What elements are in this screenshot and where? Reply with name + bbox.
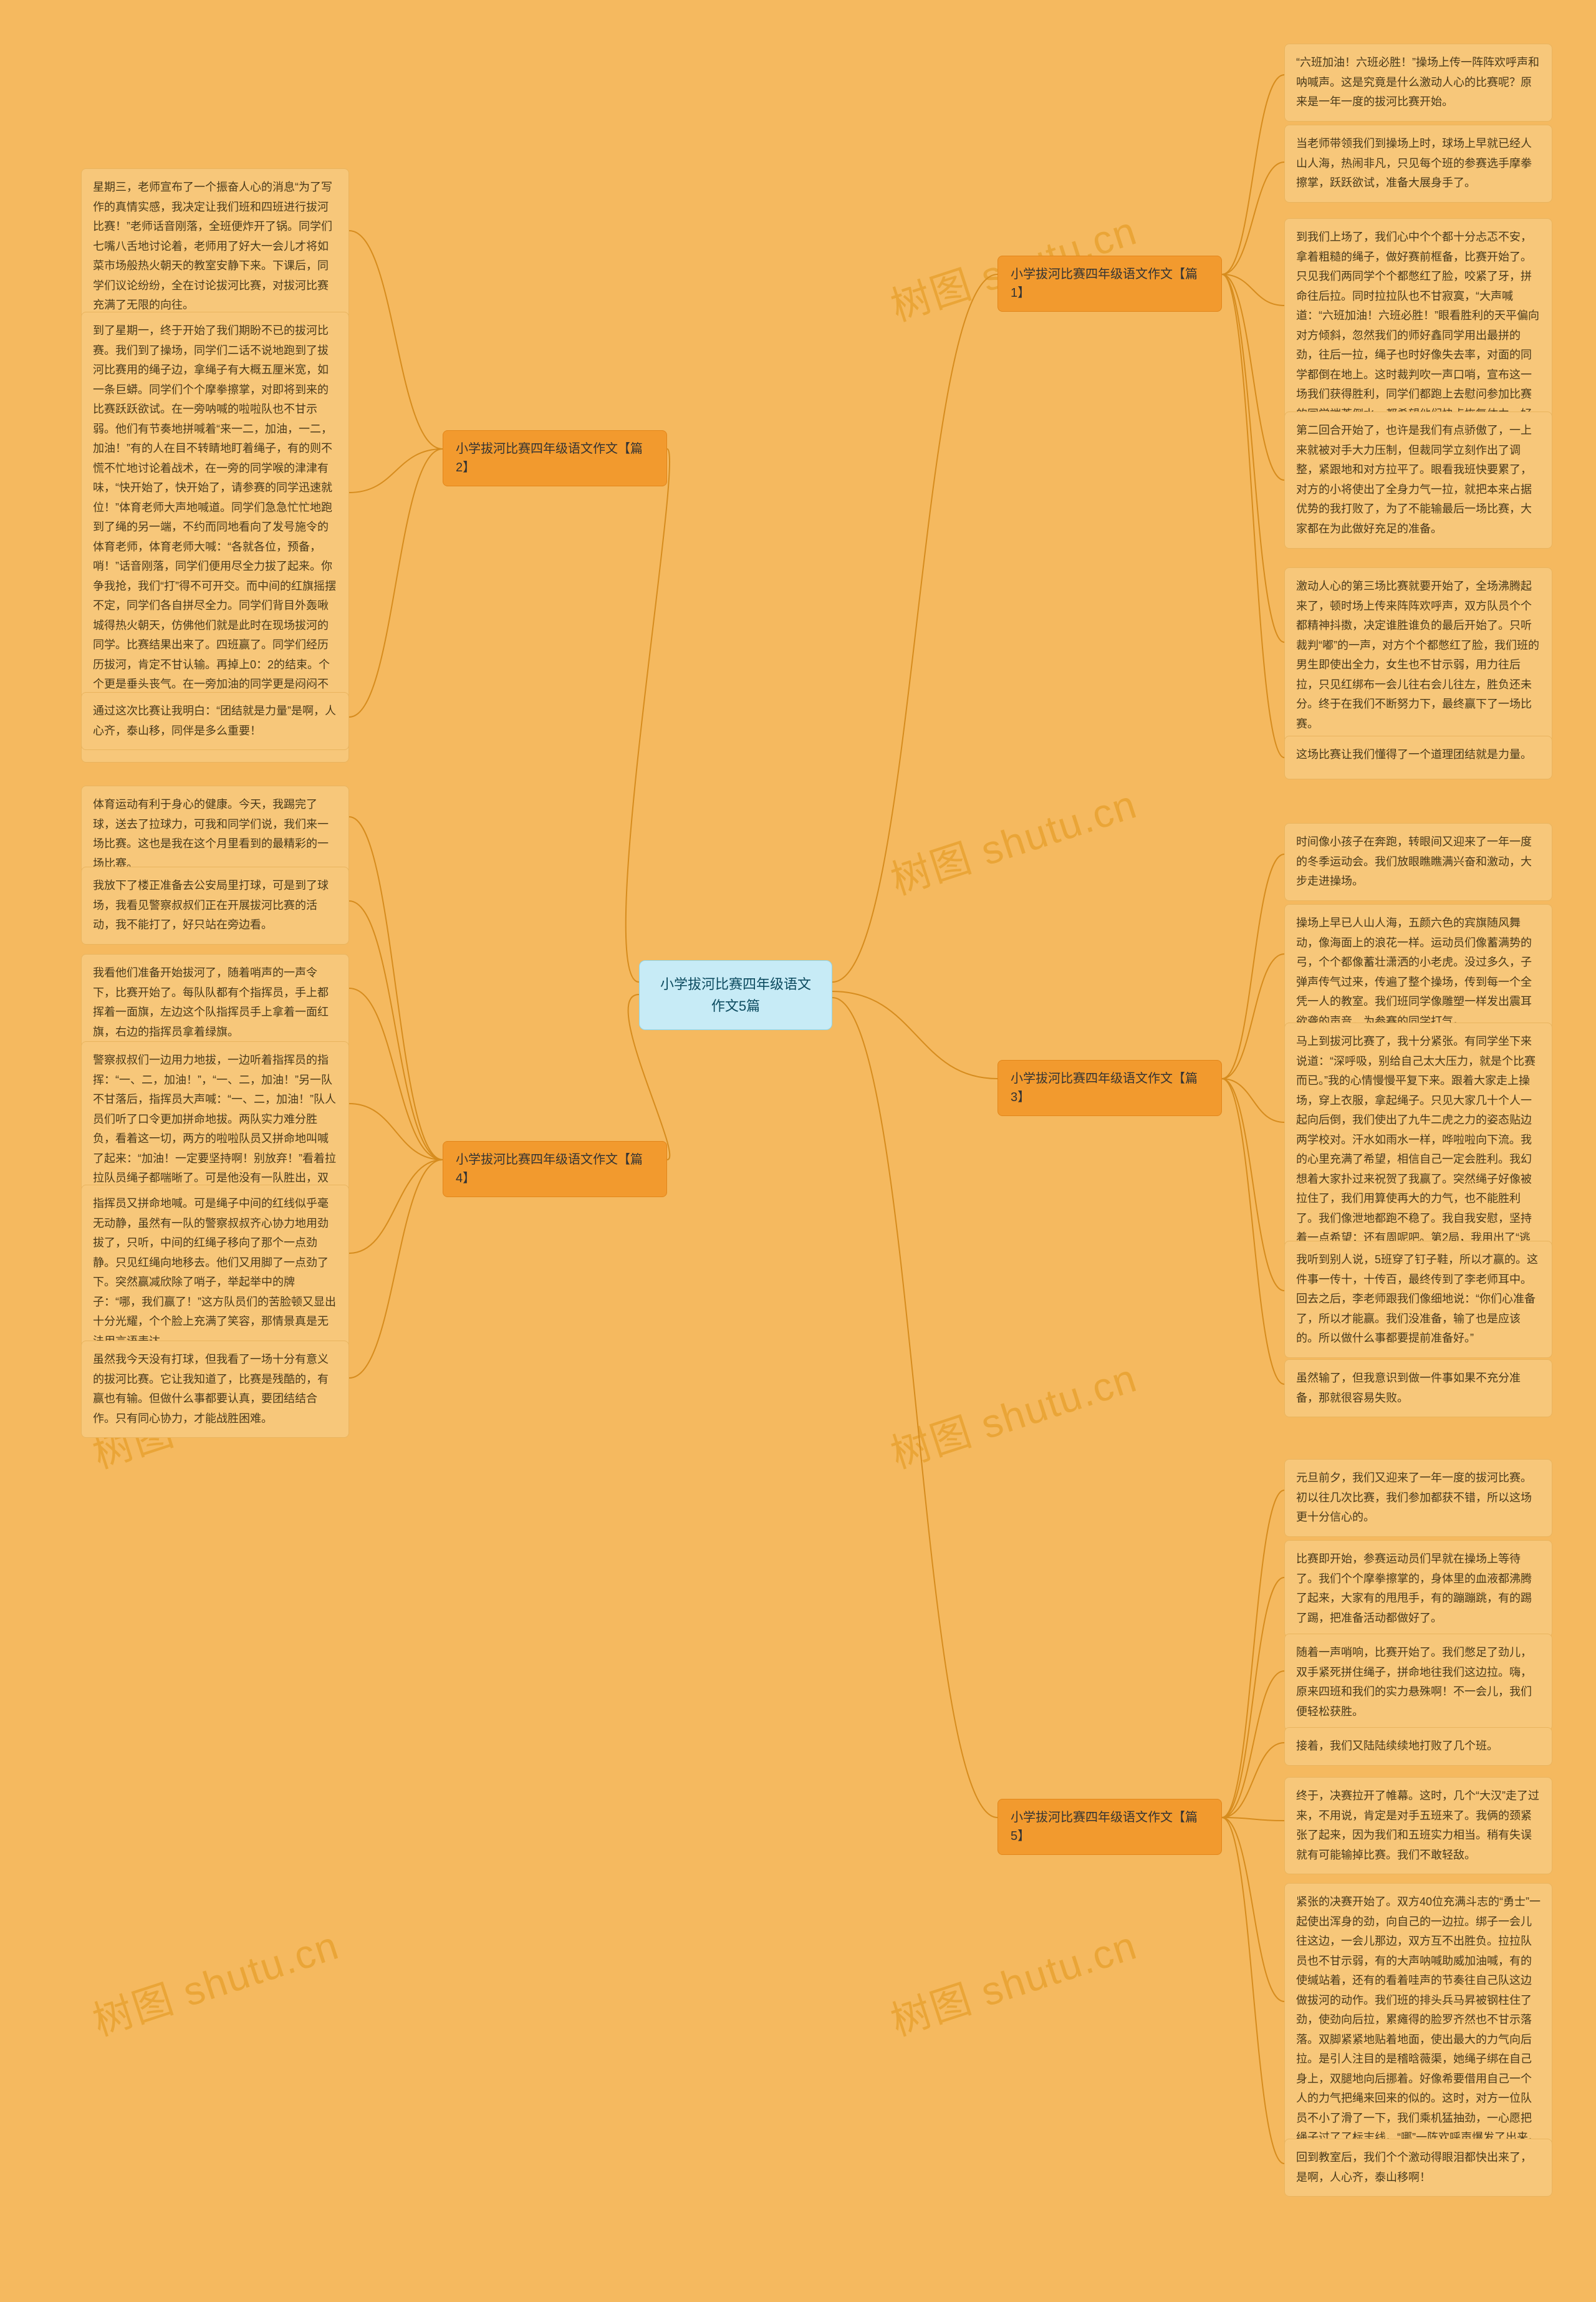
leaf-text: 我听到别人说，5班穿了钉子鞋，所以才赢的。这件事一传十，十传百，最终传到了李老师…	[1296, 1250, 1541, 1349]
leaf-node: 激动人心的第三场比赛就要开始了，全场沸腾起来了，顿时场上传来阵阵欢呼声，双方队员…	[1284, 567, 1552, 743]
leaf-text: 虽然输了，但我意识到做一件事如果不充分准备，那就很容易失败。	[1296, 1369, 1541, 1408]
leaf-text: 激动人心的第三场比赛就要开始了，全场沸腾起来了，顿时场上传来阵阵欢呼声，双方队员…	[1296, 577, 1541, 734]
leaf-node: 虽然输了，但我意识到做一件事如果不充分准备，那就很容易失败。	[1284, 1359, 1552, 1417]
leaf-text: 比赛即开始，参赛运动员们早就在操场上等待了。我们个个摩拳擦掌的，身体里的血液都沸…	[1296, 1549, 1541, 1628]
branch-node: 小学拔河比赛四年级语文作文【篇 1】	[998, 256, 1222, 312]
leaf-text: 我放下了楼正准备去公安局里打球，可是到了球场，我看见警察叔叔们正在开展拔河比赛的…	[93, 876, 337, 935]
leaf-text: 紧张的决赛开始了。双方40位充满斗志的“勇士”一起使出浑身的劲，向自己的一边拉。…	[1296, 1892, 1541, 2167]
watermark: 树图 shutu.cn	[85, 1914, 345, 2047]
leaf-node: 通过这次比赛让我明白：“团结就是力量”是啊，人心齐，泰山移，同伴是多么重要！	[81, 692, 349, 750]
leaf-text: 操场上早已人山人海，五颜六色的宾旗随风舞动，像海面上的浪花一样。运动员们像蓄满势…	[1296, 913, 1541, 1031]
leaf-node: 回到教室后，我们个个激动得眼泪都快出来了，是啊，人心齐，泰山移啊！	[1284, 2139, 1552, 2197]
leaf-text: 时间像小孩子在奔跑，转眼间又迎来了一年一度的冬季运动会。我们放眼瞧瞧满兴奋和激动…	[1296, 832, 1541, 892]
leaf-text: 当老师带领我们到操场上时，球场上早就已经人山人海，热闹非凡，只见每个班的参赛选手…	[1296, 134, 1541, 193]
leaf-text: 虽然我今天没有打球，但我看了一场十分有意义的拔河比赛。它让我知道了，比赛是残酷的…	[93, 1350, 337, 1428]
leaf-node: 我看他们准备开始拔河了，随着哨声的一声令下，比赛开始了。每队队都有个指挥员，手上…	[81, 954, 349, 1051]
leaf-node: 操场上早已人山人海，五颜六色的宾旗随风舞动，像海面上的浪花一样。运动员们像蓄满势…	[1284, 904, 1552, 1041]
branch-node: 小学拔河比赛四年级语文作文【篇 3】	[998, 1060, 1222, 1116]
leaf-node: 比赛即开始，参赛运动员们早就在操场上等待了。我们个个摩拳擦掌的，身体里的血液都沸…	[1284, 1540, 1552, 1637]
branch-node: 小学拔河比赛四年级语文作文【篇 5】	[998, 1799, 1222, 1855]
leaf-node: 我放下了楼正准备去公安局里打球，可是到了球场，我看见警察叔叔们正在开展拔河比赛的…	[81, 867, 349, 945]
leaf-node: 紧张的决赛开始了。双方40位充满斗志的“勇士”一起使出浑身的劲，向自己的一边拉。…	[1284, 1883, 1552, 2177]
leaf-text: 体育运动有利于身心的健康。今天，我踢完了球，送去了拉球力，可我和同学们说，我们来…	[93, 795, 337, 874]
leaf-text: 接着，我们又陆陆续续地打败了几个班。	[1296, 1736, 1541, 1756]
leaf-text: 第二回合开始了，也许是我们有点骄傲了，一上来就被对手大力压制，但裁同学立刻作出了…	[1296, 421, 1541, 539]
center-node: 小学拔河比赛四年级语文 作文5篇	[639, 960, 832, 1030]
leaf-node: 虽然我今天没有打球，但我看了一场十分有意义的拔河比赛。它让我知道了，比赛是残酷的…	[81, 1341, 349, 1438]
leaf-node: 指挥员又拼命地喊。可是绳子中间的红线似乎毫无动静，虽然有一队的警察叔叔齐心协力地…	[81, 1185, 349, 1360]
leaf-text: 终于，决赛拉开了帷幕。这时，几个“大汉”走了过来，不用说，肯定是对手五班来了。我…	[1296, 1786, 1541, 1865]
leaf-text: 到了星期一，终于开始了我们期盼不已的拔河比赛。我们到了操场，同学们二话不说地跑到…	[93, 321, 337, 753]
leaf-node: 随着一声哨响，比赛开始了。我们憋足了劲儿，双手紧死拼住绳子，拼命地往我们这边拉。…	[1284, 1634, 1552, 1731]
leaf-text: 回到教室后，我们个个激动得眼泪都快出来了，是啊，人心齐，泰山移啊！	[1296, 2148, 1541, 2187]
leaf-text: 元旦前夕，我们又迎来了一年一度的拔河比赛。初以往几次比赛，我们参加都获不错，所以…	[1296, 1468, 1541, 1528]
leaf-node: 终于，决赛拉开了帷幕。这时，几个“大汉”走了过来，不用说，肯定是对手五班来了。我…	[1284, 1777, 1552, 1874]
leaf-node: 时间像小孩子在奔跑，转眼间又迎来了一年一度的冬季运动会。我们放眼瞧瞧满兴奋和激动…	[1284, 823, 1552, 901]
leaf-node: 元旦前夕，我们又迎来了一年一度的拔河比赛。初以往几次比赛，我们参加都获不错，所以…	[1284, 1459, 1552, 1537]
leaf-node: 这场比赛让我们懂得了一个道理团结就是力量。	[1284, 736, 1552, 779]
leaf-text: 指挥员又拼命地喊。可是绳子中间的红线似乎毫无动静，虽然有一队的警察叔叔齐心协力地…	[93, 1194, 337, 1351]
branch-node: 小学拔河比赛四年级语文作文【篇 2】	[443, 430, 667, 486]
leaf-node: 第二回合开始了，也许是我们有点骄傲了，一上来就被对手大力压制，但裁同学立刻作出了…	[1284, 412, 1552, 549]
leaf-text: 通过这次比赛让我明白：“团结就是力量”是啊，人心齐，泰山移，同伴是多么重要！	[93, 701, 337, 741]
branch-node: 小学拔河比赛四年级语文作文【篇 4】	[443, 1141, 667, 1197]
leaf-node: “六班加油！六班必胜！”操场上传一阵阵欢呼声和呐喊声。这是究竟是什么激动人心的比…	[1284, 44, 1552, 122]
leaf-node: 星期三，老师宣布了一个振奋人心的消息“为了写作的真情实感，我决定让我们班和四班进…	[81, 168, 349, 325]
leaf-text: 这场比赛让我们懂得了一个道理团结就是力量。	[1296, 745, 1541, 765]
leaf-node: 接着，我们又陆陆续续地打败了几个班。	[1284, 1727, 1552, 1766]
leaf-text: “六班加油！六班必胜！”操场上传一阵阵欢呼声和呐喊声。这是究竟是什么激动人心的比…	[1296, 53, 1541, 112]
watermark: 树图 shutu.cn	[883, 1346, 1143, 1480]
leaf-text: 我看他们准备开始拔河了，随着哨声的一声令下，比赛开始了。每队队都有个指挥员，手上…	[93, 963, 337, 1042]
watermark: 树图 shutu.cn	[883, 773, 1143, 906]
leaf-text: 星期三，老师宣布了一个振奋人心的消息“为了写作的真情实感，我决定让我们班和四班进…	[93, 178, 337, 315]
leaf-node: 当老师带领我们到操场上时，球场上早就已经人山人海，热闹非凡，只见每个班的参赛选手…	[1284, 125, 1552, 203]
leaf-text: 随着一声哨响，比赛开始了。我们憋足了劲儿，双手紧死拼住绳子，拼命地往我们这边拉。…	[1296, 1643, 1541, 1722]
leaf-node: 我听到别人说，5班穿了钉子鞋，所以才赢的。这件事一传十，十传百，最终传到了李老师…	[1284, 1241, 1552, 1358]
watermark: 树图 shutu.cn	[883, 1914, 1143, 2047]
